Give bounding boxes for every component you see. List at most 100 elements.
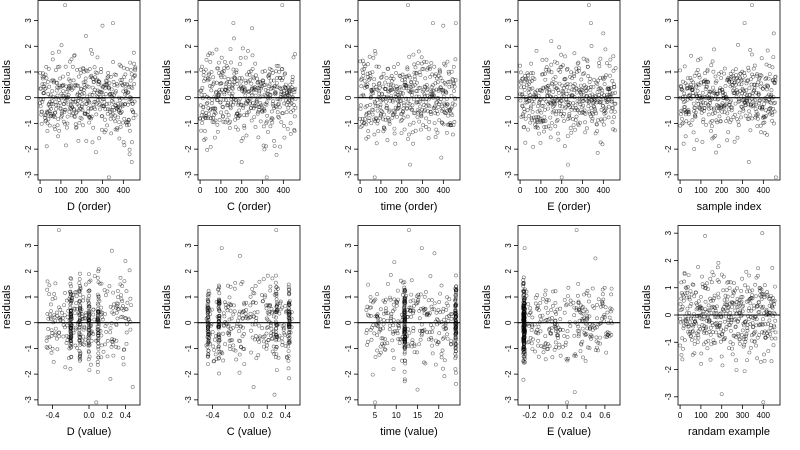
data-point bbox=[748, 128, 753, 133]
data-point bbox=[216, 303, 221, 308]
data-point bbox=[222, 92, 227, 97]
data-point bbox=[241, 136, 245, 141]
data-point bbox=[132, 99, 137, 104]
data-point bbox=[710, 321, 715, 325]
data-point bbox=[608, 57, 613, 62]
data-point bbox=[529, 61, 534, 66]
data-point bbox=[708, 105, 713, 110]
data-point bbox=[412, 303, 416, 308]
data-point bbox=[739, 299, 744, 304]
data-point bbox=[747, 98, 752, 103]
data-point bbox=[683, 291, 688, 296]
data-point bbox=[541, 345, 546, 350]
data-point bbox=[74, 294, 79, 299]
data-point bbox=[755, 124, 760, 129]
data-point bbox=[115, 83, 120, 88]
data-point bbox=[409, 278, 414, 283]
data-point bbox=[114, 323, 119, 328]
data-point bbox=[69, 57, 74, 62]
data-point bbox=[562, 112, 567, 116]
data-point bbox=[589, 44, 594, 48]
data-point bbox=[719, 76, 724, 80]
data-point bbox=[262, 295, 267, 300]
x-tick-label: 200 bbox=[75, 186, 89, 195]
x-axis-label: C (value) bbox=[227, 426, 272, 438]
data-point bbox=[275, 110, 280, 115]
data-point bbox=[282, 101, 287, 106]
x-tick-label: 10 bbox=[392, 411, 401, 420]
data-point bbox=[531, 337, 535, 342]
data-point bbox=[256, 353, 261, 358]
data-point bbox=[543, 71, 548, 76]
data-point bbox=[108, 304, 113, 309]
data-point bbox=[604, 350, 609, 355]
data-point bbox=[49, 302, 53, 307]
data-point bbox=[549, 39, 554, 44]
data-point bbox=[744, 103, 748, 108]
data-point bbox=[595, 302, 600, 307]
data-point bbox=[98, 309, 103, 314]
x-tick-label: 400 bbox=[117, 186, 131, 195]
data-point bbox=[549, 62, 554, 67]
data-point bbox=[691, 80, 696, 85]
data-point bbox=[215, 122, 220, 127]
data-point bbox=[105, 79, 110, 84]
data-point bbox=[97, 80, 102, 85]
data-point bbox=[397, 337, 402, 342]
data-point bbox=[714, 79, 719, 84]
data-point bbox=[579, 83, 583, 88]
data-point bbox=[271, 99, 276, 104]
data-point bbox=[682, 64, 687, 69]
data-point bbox=[418, 127, 423, 132]
data-point bbox=[401, 115, 406, 120]
data-point bbox=[68, 276, 73, 281]
data-point bbox=[596, 297, 601, 302]
data-point bbox=[435, 96, 440, 101]
data-point bbox=[529, 104, 533, 109]
data-point bbox=[99, 355, 104, 360]
data-point bbox=[87, 354, 92, 359]
data-point bbox=[71, 78, 76, 83]
data-point bbox=[710, 59, 715, 64]
data-point bbox=[219, 110, 224, 115]
data-point bbox=[238, 344, 243, 349]
data-point bbox=[592, 306, 597, 310]
data-point bbox=[432, 64, 437, 69]
data-point bbox=[47, 123, 52, 128]
data-point bbox=[714, 330, 719, 335]
data-point bbox=[279, 305, 284, 310]
data-point bbox=[554, 311, 559, 316]
data-point bbox=[518, 98, 523, 103]
data-point bbox=[378, 102, 383, 107]
data-point bbox=[81, 298, 86, 303]
data-point bbox=[756, 266, 761, 271]
data-point bbox=[123, 259, 128, 263]
data-point bbox=[416, 295, 421, 300]
data-point bbox=[90, 140, 95, 145]
data-point bbox=[708, 276, 713, 281]
y-tick-label: 1 bbox=[24, 69, 33, 74]
data-point bbox=[61, 119, 66, 124]
data-point bbox=[454, 331, 459, 336]
data-point bbox=[106, 107, 110, 112]
x-tick-label: 20 bbox=[434, 411, 443, 420]
data-point bbox=[208, 60, 213, 64]
x-tick-label: 200 bbox=[715, 186, 729, 195]
data-point bbox=[607, 315, 612, 320]
data-point bbox=[249, 118, 254, 123]
data-point bbox=[700, 90, 705, 95]
data-point bbox=[66, 93, 71, 97]
data-point bbox=[373, 104, 378, 108]
data-point bbox=[257, 90, 262, 95]
data-point bbox=[388, 297, 393, 302]
data-point bbox=[746, 65, 751, 70]
data-point bbox=[747, 306, 752, 311]
data-point bbox=[772, 325, 777, 330]
data-point bbox=[39, 86, 43, 91]
data-point bbox=[116, 115, 121, 120]
data-point bbox=[69, 313, 74, 317]
data-point bbox=[221, 358, 226, 363]
data-point bbox=[731, 115, 736, 120]
data-point bbox=[270, 71, 275, 75]
